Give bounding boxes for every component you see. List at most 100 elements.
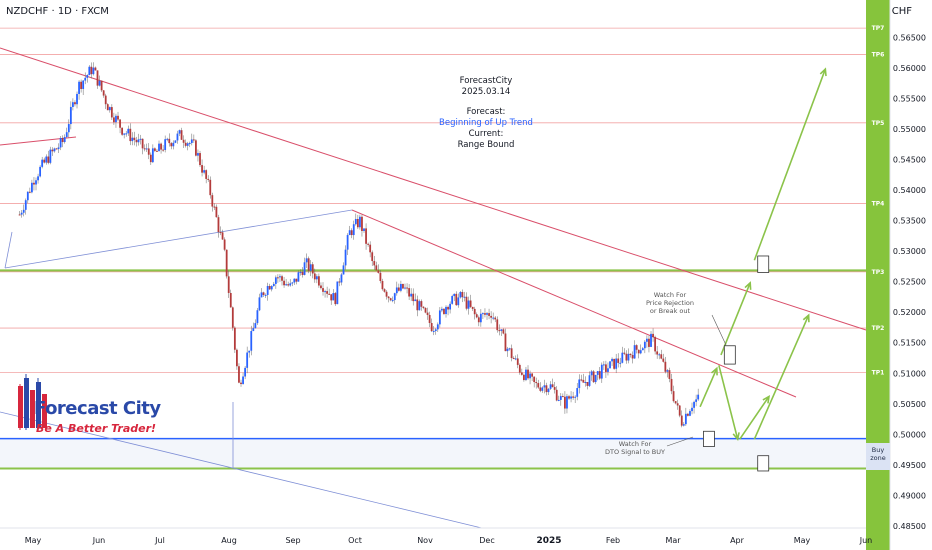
candle-body <box>281 276 283 281</box>
candle-body <box>197 153 199 156</box>
candle-body <box>486 313 488 315</box>
time-tick-label: 2025 <box>536 536 561 546</box>
candle-body <box>572 396 575 398</box>
candle-body <box>354 218 357 225</box>
candle-body <box>625 353 628 361</box>
candle-body <box>31 182 33 193</box>
price-tick-label: 0.55000 <box>893 125 926 134</box>
watch-box <box>723 345 736 365</box>
candle-body <box>190 139 193 144</box>
candle-body <box>684 413 687 425</box>
price-tick-label: 0.54000 <box>893 186 926 195</box>
logo-title: Forecast City <box>34 398 161 419</box>
candle-body <box>100 80 103 91</box>
candle-body <box>682 424 685 426</box>
candle-body <box>248 350 251 353</box>
candle-body <box>551 384 554 388</box>
note-pointer <box>711 314 727 346</box>
candle-body <box>65 132 68 138</box>
candle-body <box>147 148 150 155</box>
candle-body <box>457 297 460 306</box>
candle-body <box>307 258 310 271</box>
axis-background <box>890 0 932 550</box>
blue-channel-lower <box>0 411 491 531</box>
candle-body <box>557 399 560 401</box>
candle-body <box>186 143 189 146</box>
candle-body <box>434 329 437 332</box>
forecast-label: Forecast: <box>466 107 506 117</box>
candle-body <box>432 331 435 333</box>
candle-body <box>320 285 322 289</box>
candle-body <box>441 308 443 311</box>
candle-body <box>387 296 390 299</box>
candles-layer <box>18 62 700 428</box>
candle-body <box>484 313 486 315</box>
zones-layer <box>0 269 866 470</box>
candle-body <box>110 107 113 118</box>
candle-body <box>78 81 80 94</box>
candle-body <box>391 300 394 302</box>
candle-body <box>502 329 505 334</box>
note-price-rejection: Watch For Price Rejection or Break out <box>646 291 694 315</box>
time-axis-background <box>0 528 866 550</box>
candle-body <box>379 272 382 282</box>
price-tick-label: 0.51500 <box>893 339 926 348</box>
candle-body <box>195 140 197 156</box>
projection-arrowhead <box>762 394 771 404</box>
candle-body <box>453 293 456 297</box>
candle-body <box>49 149 52 163</box>
candle-body <box>619 362 622 364</box>
candle-body <box>244 367 247 377</box>
candle-body <box>633 345 636 359</box>
candle-body <box>496 319 499 331</box>
candle-body <box>166 138 169 140</box>
candle-body <box>533 376 536 383</box>
candle-body <box>145 148 148 150</box>
note-line: Price Rejection <box>646 299 694 307</box>
candle-body <box>639 350 642 354</box>
forecast-city-logo-icon <box>18 374 47 430</box>
candle-body <box>324 291 326 293</box>
candle-body <box>332 293 335 301</box>
candle-body <box>494 317 497 320</box>
candle-body <box>336 281 339 305</box>
candle-body <box>158 143 160 152</box>
candle-body <box>227 276 230 293</box>
candle-body <box>96 70 99 86</box>
forecast-source: ForecastCity <box>459 76 513 86</box>
symbol-header[interactable]: NZDCHF · 1D · FXCM <box>6 6 109 17</box>
candle-body <box>297 272 300 282</box>
candle-body <box>658 354 661 356</box>
candle-body <box>41 159 44 167</box>
candle-body <box>672 391 675 402</box>
candle-body <box>160 143 162 150</box>
candle-body <box>473 308 476 315</box>
candle-body <box>586 382 589 386</box>
candle-body <box>648 338 650 347</box>
candle-body <box>315 276 318 280</box>
candle-body <box>670 378 673 392</box>
time-axis[interactable]: May Jun Jul Aug Sep Oct Nov Dec 2025 Feb Mar Apr May… <box>0 527 872 550</box>
time-tick-label: May <box>794 536 811 545</box>
candle-body <box>607 368 609 372</box>
candle-body <box>164 139 167 150</box>
candle-body <box>576 388 579 397</box>
candle-body <box>656 351 659 355</box>
candle-body <box>637 349 640 354</box>
candle-body <box>268 285 271 290</box>
candle-body <box>422 306 425 308</box>
candle-body <box>123 133 126 135</box>
candle-body <box>520 372 523 375</box>
candle-body <box>676 403 679 406</box>
price-axis[interactable]: 0.56500 0.56000 0.55500 0.55000 0.54500 0.540… <box>866 0 932 550</box>
candle-body <box>559 396 562 400</box>
candle-body <box>615 358 618 369</box>
projection-arrow <box>720 282 751 356</box>
candle-body <box>119 119 121 128</box>
candle-body <box>361 216 363 231</box>
candle-body <box>475 314 478 318</box>
current-label: Current: <box>468 129 504 139</box>
buy-zone-line: Buy <box>871 446 885 454</box>
candle-body <box>69 106 72 125</box>
